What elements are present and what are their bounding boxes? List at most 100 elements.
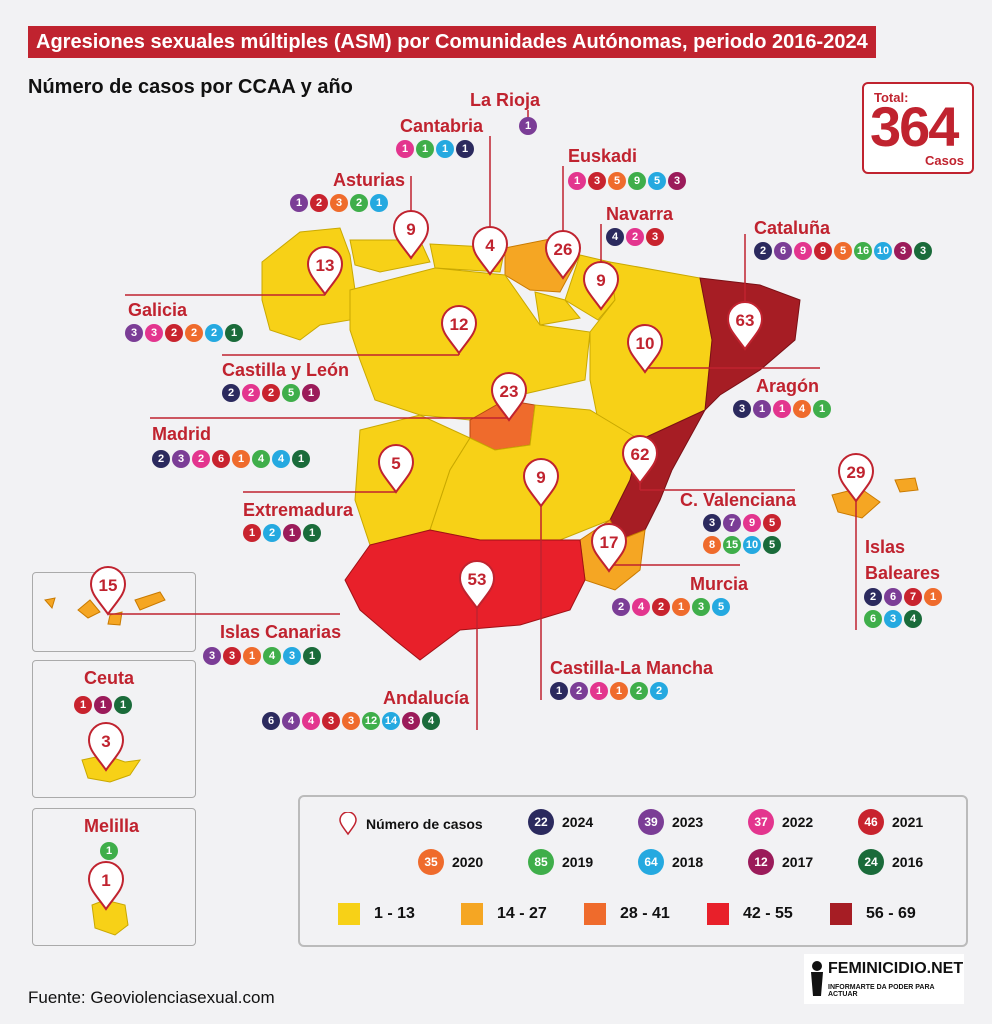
year-dot-2023: 1 [519,117,537,135]
year-dot-2018: 2 [263,524,281,542]
year-dot-2019: 16 [854,242,872,260]
label-andalucia: Andalucía [383,688,470,708]
case-marker-value: 3 [101,732,110,751]
case-marker-value: 5 [391,454,400,473]
map-subtitle: Número de casos por CCAA y año [28,76,353,98]
year-dot-2022: 3 [145,324,163,342]
case-marker-value: 17 [600,533,619,552]
label-navarra: Navarra [606,204,674,224]
year-dot-2018: 3 [283,647,301,665]
case-marker-value: 29 [847,463,866,482]
label-la-rioja: La Rioja [470,90,541,110]
year-dot-2019: 1 [813,400,831,418]
year-dot-2023: 1 [753,400,771,418]
region-menorca [894,477,919,493]
case-marker-value: 12 [450,315,469,334]
legend-range: 42 - 55 [707,903,793,925]
label-euskadi: Euskadi [568,146,638,166]
label-cataluna: Cataluña [754,218,831,238]
region-andalucia [344,529,586,661]
legend-year-label: 2022 [782,814,814,830]
year-dot-2021: 2 [165,324,183,342]
year-dot-2020: 1 [672,598,690,616]
legend-year-dot: 46 [858,809,884,835]
legend-year-2020: 35 2020 [418,849,483,875]
case-marker: 9 [392,210,430,260]
region-melilla [91,899,129,936]
case-marker-value: 63 [736,311,755,330]
year-dot-2021: 3 [223,647,241,665]
dots-valenciana: 3 7 9 5 8 15 10 5 [703,514,787,554]
legend-range: 1 - 13 [338,903,415,925]
year-dot-2020: 5 [608,172,626,190]
year-dot-2016: 1 [303,524,321,542]
year-dot-2022: 2 [242,384,260,402]
year-dot-2021: 7 [904,588,922,606]
year-dot-2023: 3 [125,324,143,342]
year-dot-2022: 1 [773,400,791,418]
year-dot-2022: 9 [794,242,812,260]
legend-year-label: 2024 [562,814,594,830]
label-ceuta: Ceuta [84,668,135,688]
year-dot-2021: 9 [814,242,832,260]
legend-range-label: 28 - 41 [620,905,670,922]
case-marker: 26 [544,230,582,280]
legend-year-label: 2016 [892,854,924,870]
legend-year-dot: 12 [748,849,774,875]
label-valenciana: C. Valenciana [680,490,797,510]
leader-lines [108,110,857,730]
year-dot-2021: 6 [212,450,230,468]
legend-year-label: 2018 [672,854,704,870]
year-dot-2016: 1 [225,324,243,342]
label-galicia: Galicia [128,300,188,320]
year-dot-2023: 2 [612,598,630,616]
source-note: Fuente: Geoviolenciasexual.com [28,988,275,1007]
year-dot-2017: 1 [302,384,320,402]
dots-melilla: 1 [100,842,118,860]
year-dot-2018: 10 [874,242,892,260]
year-dot-2019: 12 [362,712,380,730]
legend-swatch [461,903,483,925]
case-marker: 9 [582,261,620,311]
year-dot-2022: 2 [626,228,644,246]
year-dot-2019: 4 [252,450,270,468]
logo-tagline: INFORMARTE DA PODER PARA ACTUAR [828,984,935,998]
label-baleares: Islas Baleares [865,537,941,583]
year-dot-2020: 4 [793,400,811,418]
year-dot-2018: 1 [370,194,388,212]
legend-year-2016: 24 2016 [858,849,923,875]
year-dot-2016: 3 [914,242,932,260]
case-marker-value: 13 [316,256,335,275]
total-box: Total: 364 Casos [862,82,974,174]
case-marker: 1 [87,861,125,911]
year-dot-2020: 1 [610,682,628,700]
case-marker: 17 [590,523,628,573]
legend-year-label: 2023 [672,814,704,830]
year-dot-2023: 1 [290,194,308,212]
case-marker-value: 26 [554,240,573,259]
legend-year-2018: 64 2018 [638,849,703,875]
year-dot-2016: 1 [114,696,132,714]
year-dot-2023: 6 [774,242,792,260]
case-marker: 63 [726,301,764,351]
case-marker: 4 [471,226,509,276]
case-marker: 53 [458,560,496,610]
year-dot-2021: 2 [262,384,280,402]
legend-year-2021: 46 2021 [858,809,923,835]
legend-marker-label: Número de casos [366,816,483,832]
year-dot-2020: 3 [330,194,348,212]
case-marker-value: 62 [631,445,650,464]
year-dot-2016: 4 [422,712,440,730]
case-marker: 62 [621,435,659,485]
year-dot-2022: 4 [632,598,650,616]
silhouette-icon [811,961,823,996]
year-dot-2017: 3 [894,242,912,260]
legend-year-dot: 22 [528,809,554,835]
total-value: 364 [870,95,959,158]
case-marker-value: 9 [596,271,605,290]
year-dot-2021: 3 [588,172,606,190]
label-castilla-la-mancha: Castilla-La Mancha [550,658,714,678]
